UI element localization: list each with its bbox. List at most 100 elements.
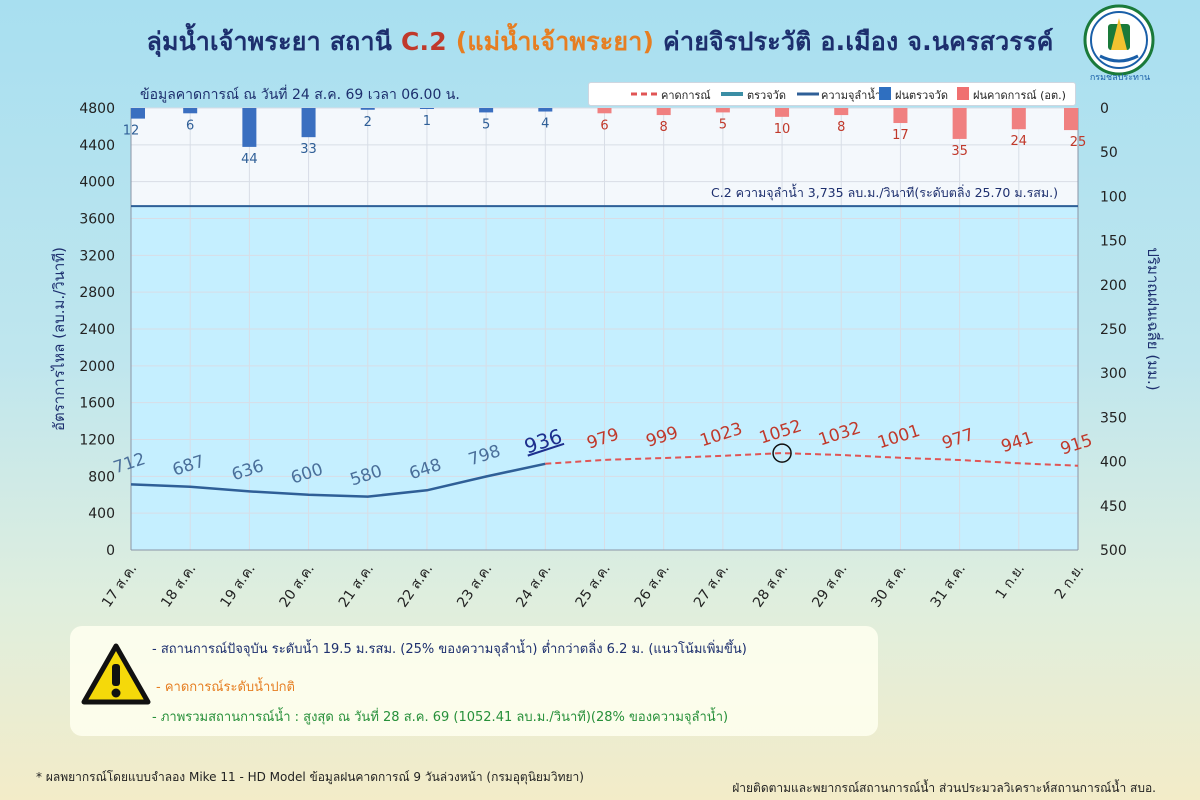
- rain-bar-forecast: [597, 108, 612, 114]
- flow-chart: 0400800120016002000240028003200360040004…: [50, 101, 1164, 610]
- y-tick-label: 2800: [79, 285, 115, 301]
- x-tick-label: 23 ส.ค.: [454, 561, 495, 610]
- y-tick-label: 1200: [79, 433, 115, 449]
- x-tick-label: 31 ส.ค.: [928, 561, 969, 610]
- legend-forecast: คาดการณ์: [661, 89, 711, 102]
- credit-text: ฝ่ายติดตามและพยากรณ์สถานการณ์น้ำ ส่วนประ…: [732, 781, 1156, 795]
- x-tick-label: 24 ส.ค.: [513, 561, 554, 610]
- logo-caption: กรมชลประทาน: [1089, 73, 1151, 83]
- rain-bar-observed: [360, 108, 375, 110]
- x-tick-label: 26 ส.ค.: [632, 561, 673, 610]
- rain-label: 2: [364, 115, 372, 130]
- rain-bar-forecast: [715, 108, 730, 113]
- y-tick-label: 400: [88, 506, 115, 522]
- rain-bar-forecast: [952, 108, 967, 139]
- chart-title: ลุ่มน้ำเจ้าพระยา สถานี C.2 (แม่น้ำเจ้าพร…: [0, 22, 1200, 62]
- x-tick-label: 19 ส.ค.: [217, 561, 258, 610]
- rain-bar-forecast: [893, 108, 908, 124]
- rain-bar-forecast: [1011, 108, 1026, 130]
- y-tick-label: 0: [106, 543, 115, 559]
- title-river: (แม่น้ำเจ้าพระยา): [446, 27, 655, 56]
- forecast-flow-line: [545, 452, 1079, 467]
- rain-label: 6: [186, 118, 194, 133]
- current-situation: - สถานการณ์ปัจจุบัน ระดับน้ำ 19.5 ม.รสม.…: [152, 642, 747, 657]
- legend-observed-swatch: [721, 92, 743, 96]
- rid-logo-icon: [1083, 4, 1155, 76]
- forecast-date: ข้อมูลคาดการณ์ ณ วันที่ 24 ส.ค. 69 เวลา …: [140, 87, 460, 103]
- legend-rain-forecast-swatch: [957, 87, 969, 100]
- y-tick-label: 1600: [79, 396, 115, 412]
- rain-label: 5: [719, 117, 727, 132]
- rain-bar-forecast: [834, 108, 849, 116]
- x-tick-label: 2 ก.ย.: [1052, 561, 1087, 602]
- peak-marker: [772, 443, 792, 463]
- rain-bar-observed: [242, 108, 257, 147]
- y-tick-label: 4400: [79, 138, 115, 154]
- legend-capacity-swatch: [797, 92, 819, 96]
- legend-rain-observed-swatch: [879, 87, 891, 100]
- title-suffix: ค่ายจิรประวัติ อ.เมือง จ.นครสวรรค์: [654, 27, 1054, 56]
- title-prefix: ลุ่มน้ำเจ้าพระยา สถานี: [146, 27, 401, 56]
- x-tick-label: 27 ส.ค.: [691, 561, 732, 610]
- overall-situation: - ภาพรวมสถานการณ์น้ำ : สูงสุด ณ วันที่ 2…: [152, 710, 729, 725]
- y-tick-label: 800: [88, 469, 115, 485]
- model-footnote: * ผลพยากรณ์โดยแบบจำลอง Mike 11 - HD Mode…: [36, 770, 584, 784]
- warning-icon: [81, 643, 151, 705]
- y2-tick-label: 450: [1100, 499, 1127, 515]
- y-tick-label: 2000: [79, 359, 115, 375]
- y2-tick-label: 0: [1100, 101, 1109, 117]
- rain-label: 35: [951, 144, 968, 159]
- observed-flow-line: [130, 462, 546, 498]
- y-tick-label: 4800: [79, 101, 115, 117]
- situation-panel: - สถานการณ์ปัจจุบัน ระดับน้ำ 19.5 ม.รสม.…: [70, 626, 878, 736]
- rain-label: 4: [541, 117, 549, 132]
- rain-bar-forecast: [775, 108, 790, 117]
- rain-label: 1: [423, 114, 431, 129]
- y2-tick-label: 500: [1100, 543, 1127, 559]
- x-tick-label: 25 ส.ค.: [573, 561, 614, 610]
- y2-tick-label: 50: [1100, 145, 1118, 161]
- y-tick-label: 3600: [79, 212, 115, 228]
- y-axis-title: อัตราการไหล (ลบ.ม./วินาที): [50, 247, 68, 431]
- y2-tick-label: 350: [1100, 410, 1127, 426]
- rain-label: 5: [482, 117, 490, 132]
- rain-bar-observed: [538, 108, 553, 112]
- rain-bar-forecast: [1064, 108, 1078, 131]
- legend-rain-observed: ฝนตรวจวัด: [895, 89, 948, 102]
- x-tick-label: 28 ส.ค.: [750, 561, 791, 610]
- y2-tick-label: 100: [1100, 189, 1127, 205]
- rain-bar-forecast: [656, 108, 671, 116]
- y2-tick-label: 250: [1100, 322, 1127, 338]
- rain-bar-observed: [419, 108, 434, 109]
- rain-bar-observed: [479, 108, 494, 113]
- legend-capacity: ความจุลำน้ำ: [821, 89, 882, 102]
- y2-tick-label: 400: [1100, 455, 1127, 471]
- capacity-label: C.2 ความจุลำน้ำ 3,735 ลบ.ม./วินาที(ระดับ…: [711, 183, 1058, 201]
- rain-label: 44: [241, 152, 258, 167]
- rain-bar-observed: [131, 108, 145, 119]
- rain-bar-observed: [183, 108, 198, 114]
- rain-label: 25: [1070, 135, 1087, 150]
- y2-axis-title: ปริมาณฝนเฉลี่ย (มม.): [1144, 247, 1164, 390]
- rain-label: 12: [123, 124, 140, 139]
- y2-tick-label: 150: [1100, 234, 1127, 250]
- x-tick-label: 22 ส.ค.: [395, 561, 436, 610]
- title-station: C.2: [400, 27, 447, 56]
- rain-label: 24: [1011, 134, 1028, 149]
- x-tick-label: 29 ส.ค.: [809, 561, 850, 610]
- y-tick-label: 4000: [79, 175, 115, 191]
- rain-label: 10: [774, 122, 791, 137]
- y2-tick-label: 300: [1100, 366, 1127, 382]
- rain-label: 8: [660, 120, 668, 135]
- x-tick-label: 20 ส.ค.: [277, 561, 318, 610]
- rain-label: 17: [892, 128, 909, 143]
- forecast-situation: - คาดการณ์ระดับน้ำปกติ: [156, 680, 295, 695]
- x-tick-label: 18 ส.ค.: [158, 561, 199, 610]
- y-tick-label: 2400: [79, 322, 115, 338]
- legend-observed: ตรวจวัด: [747, 89, 786, 102]
- x-tick-label: 1 ก.ย.: [993, 561, 1028, 602]
- legend-rain-forecast: ฝนคาดการณ์ (อต.): [973, 89, 1066, 102]
- rain-bar-observed: [301, 108, 316, 138]
- rain-label: 6: [600, 118, 608, 133]
- x-tick-label: 30 ส.ค.: [868, 561, 909, 610]
